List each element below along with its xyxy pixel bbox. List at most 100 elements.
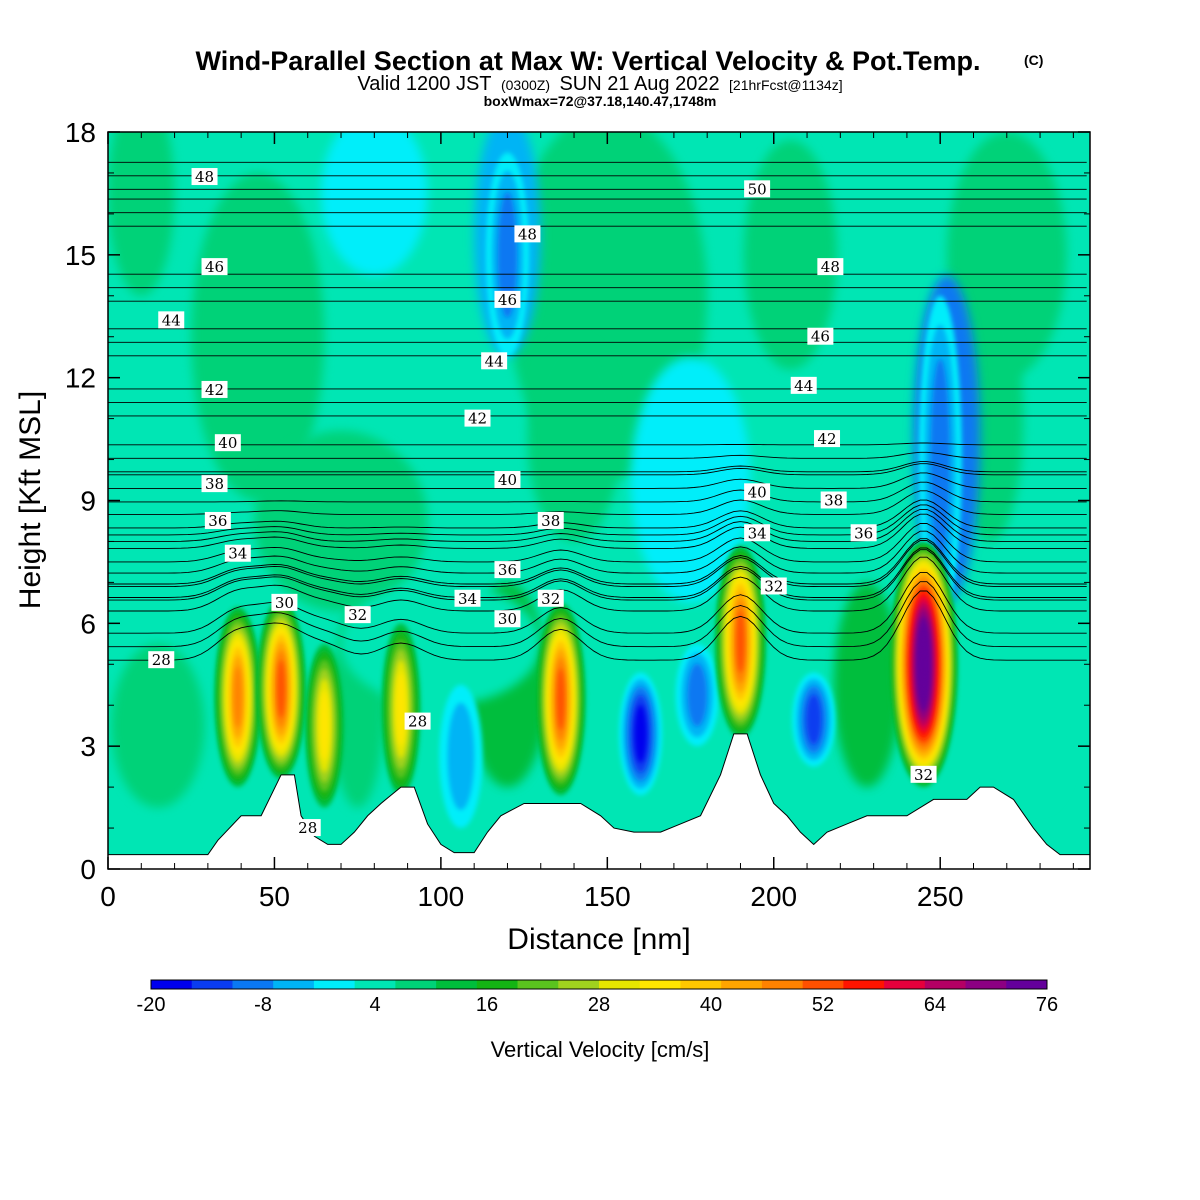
theta-contour-label: 48: [191, 168, 218, 186]
core-level: [930, 358, 950, 561]
label-text: 40: [748, 483, 767, 501]
label-text: 34: [228, 545, 247, 563]
theta-contour-line: [108, 508, 1087, 542]
core-level: [233, 666, 242, 728]
label-text: 42: [817, 430, 836, 448]
theta-contour-line: [108, 481, 1087, 503]
theta-contour-label: 40: [744, 483, 771, 501]
velocity-field-patch: [743, 140, 838, 370]
label-box: [790, 376, 817, 394]
y-tick-label: 0: [80, 854, 96, 885]
x-axis-label: Distance [nm]: [507, 923, 690, 956]
theta-contour-label: 40: [214, 434, 241, 452]
x-tick-label: 150: [584, 881, 631, 912]
label-text: 38: [205, 475, 224, 493]
velocity-cores: [214, 152, 962, 829]
theta-contour-label: 34: [744, 524, 771, 542]
label-box: [464, 409, 491, 427]
label-text: 32: [541, 590, 560, 608]
colorbar-swatch: [395, 980, 437, 989]
core-level: [319, 690, 330, 761]
label-box: [537, 511, 564, 529]
colorbar-tick-label: 52: [812, 994, 834, 1016]
theta-contour-line: [108, 463, 1087, 476]
subtitle-date: SUN 21 Aug 2022: [559, 73, 719, 95]
title-copyright-mark: (C): [1024, 52, 1043, 68]
updraft-core: [889, 541, 958, 788]
theta-contour-label: 46: [201, 258, 228, 276]
label-box: [224, 544, 251, 562]
label-box: [344, 606, 371, 624]
theta-contour-label: 28: [294, 819, 321, 837]
updraft-core: [256, 598, 306, 779]
theta-contour-label: 48: [514, 225, 541, 243]
label-box: [201, 258, 228, 276]
x-tick-label: 250: [917, 881, 964, 912]
label-box: [760, 577, 787, 595]
colorbar-swatch: [476, 980, 519, 989]
label-box: [404, 712, 431, 730]
velocity-field: [108, 132, 1074, 808]
theta-contour-line: [108, 530, 1087, 574]
y-tick-label: 3: [80, 731, 96, 762]
theta-contour-label: 32: [910, 765, 937, 784]
label-text: 42: [205, 381, 224, 399]
theta-contour-label: 38: [201, 475, 228, 493]
label-text: 48: [195, 168, 214, 186]
theta-contour-label: 32: [760, 577, 787, 595]
label-text: 42: [468, 410, 487, 428]
theta-contour-label: 38: [820, 491, 847, 510]
x-tick-label: 50: [259, 881, 290, 912]
downdraft-core: [485, 152, 530, 358]
colorbar-swatch: [558, 980, 600, 989]
theta-contour-line: [108, 540, 1087, 588]
theta-contour-line: [108, 538, 1087, 585]
theta-contour-label: 36: [494, 561, 521, 579]
colorbar-frame: [150, 979, 1048, 990]
label-box: [494, 471, 521, 489]
label-box: [494, 610, 521, 628]
updraft-core: [214, 606, 262, 788]
label-text: 36: [498, 561, 517, 579]
label-text: 40: [498, 471, 517, 489]
theta-contour-label: 50: [744, 180, 771, 198]
velocity-field-patch: [111, 643, 205, 808]
colorbar-swatch: [232, 980, 274, 989]
colorbar-swatch: [802, 980, 844, 989]
label-box: [191, 168, 218, 186]
downdraft-core: [675, 643, 719, 747]
label-box: [744, 483, 771, 501]
label-box: [158, 311, 185, 329]
label-box: [494, 561, 521, 579]
label-box: [214, 434, 241, 452]
core-level: [557, 668, 565, 731]
x-tick-label: 200: [750, 881, 797, 912]
colorbar-swatch: [436, 980, 478, 989]
theta-contour-line: [108, 490, 1087, 515]
label-box: [514, 225, 541, 243]
label-box: [910, 765, 937, 783]
velocity-field-patch: [833, 582, 901, 788]
colorbar-tick-label: 4: [369, 994, 380, 1016]
label-box: [454, 589, 481, 607]
label-box: [294, 819, 321, 837]
velocity-field-patch: [1006, 643, 1074, 808]
theta-contour-line: [108, 472, 1087, 489]
label-box: [148, 651, 175, 669]
label-box: [850, 524, 877, 542]
theta-contour-label: 42: [201, 380, 228, 399]
downdraft-core: [792, 672, 836, 767]
label-text: 46: [811, 328, 830, 346]
velocity-field-patch: [191, 172, 325, 501]
x-axis: 0 50 100 150 200 250: [100, 132, 1074, 912]
theta-contour-label: 46: [807, 327, 834, 346]
label-box: [537, 589, 564, 607]
theta-contour-label: 44: [790, 376, 817, 395]
label-text: 32: [764, 577, 783, 595]
theta-contour-label: 28: [148, 651, 175, 669]
theta-contour-line: [108, 513, 1087, 549]
label-text: 36: [854, 524, 873, 542]
label-box: [820, 491, 847, 509]
theta-contour-label: 32: [344, 606, 371, 624]
